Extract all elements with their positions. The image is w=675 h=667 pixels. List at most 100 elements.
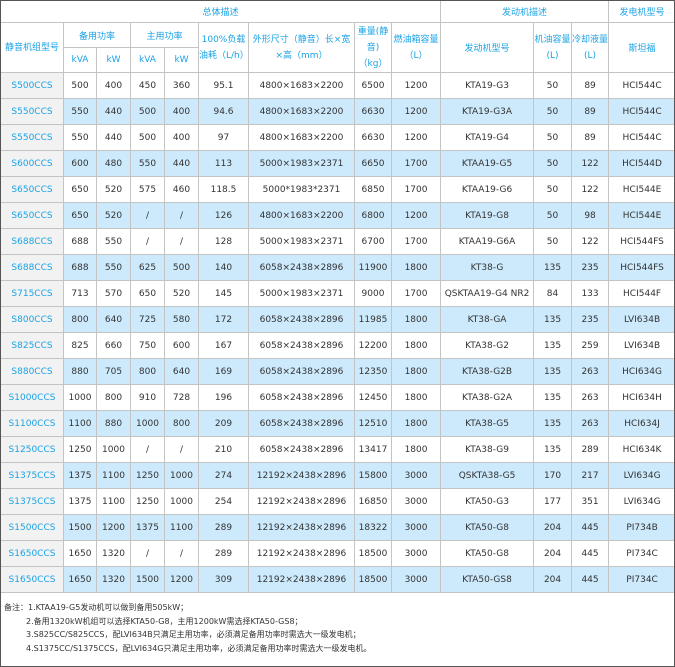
header-fuel-consumption: 100%负载油耗（L/h） bbox=[198, 22, 249, 73]
cell-weight: 11985 bbox=[354, 306, 392, 333]
cell-model[interactable]: S550CCS bbox=[1, 98, 64, 125]
header-fuel-tank: 燃油箱容量（L） bbox=[390, 22, 442, 73]
table-row: S1650CCS 1650 1320 1500 1200 309 12192×2438×28… bbox=[1, 566, 674, 593]
cell-prime-kw: 400 bbox=[164, 124, 199, 151]
cell-fuel-tank: 1800 bbox=[390, 384, 442, 411]
cell-dimensions: 4800×1683×2200 bbox=[248, 124, 355, 151]
cell-dimensions: 4800×1683×2200 bbox=[248, 202, 355, 229]
cell-engine-model: KTA19-G3A bbox=[440, 98, 535, 125]
cell-prime-kw: 600 bbox=[164, 332, 199, 359]
cell-generator-model: HCI544C bbox=[608, 72, 674, 99]
cell-standby-kw: 550 bbox=[96, 254, 131, 281]
cell-coolant: 235 bbox=[571, 254, 610, 281]
cell-standby-kw: 550 bbox=[96, 228, 131, 255]
cell-model[interactable]: S715CCS bbox=[1, 280, 64, 307]
cell-coolant: 263 bbox=[571, 410, 610, 437]
cell-fuel-consumption: 118.5 bbox=[198, 176, 249, 203]
cell-model[interactable]: S688CCS bbox=[1, 228, 64, 255]
cell-model[interactable]: S1100CCS bbox=[1, 410, 64, 437]
cell-model[interactable]: S825CCS bbox=[1, 332, 64, 359]
cell-generator-model: PI734B bbox=[608, 514, 674, 541]
cell-fuel-tank: 1700 bbox=[390, 176, 442, 203]
cell-prime-kva: / bbox=[130, 228, 165, 255]
cell-prime-kw: / bbox=[164, 228, 199, 255]
cell-fuel-consumption: 97 bbox=[198, 124, 249, 151]
cell-prime-kva: 725 bbox=[130, 306, 165, 333]
cell-generator-model: PI734C bbox=[608, 540, 674, 567]
table-row: S1375CCS 1375 1100 1250 1000 274 12192×2438×28… bbox=[1, 462, 674, 489]
cell-fuel-consumption: 289 bbox=[198, 514, 249, 541]
cell-standby-kva: 1650 bbox=[63, 540, 97, 567]
cell-model[interactable]: S1650CCS bbox=[1, 566, 64, 593]
cell-weight: 12350 bbox=[354, 358, 392, 385]
cell-dimensions: 6058×2438×2896 bbox=[248, 254, 355, 281]
genset-spec-table: 总体描述 发动机描述 发电机型号 静音机组型号 备用功率 主用功率 100%负载… bbox=[1, 1, 674, 593]
cell-standby-kva: 713 bbox=[63, 280, 97, 307]
cell-fuel-consumption: 145 bbox=[198, 280, 249, 307]
cell-prime-kva: 500 bbox=[130, 124, 165, 151]
cell-model[interactable]: S600CCS bbox=[1, 150, 64, 177]
cell-fuel-tank: 1800 bbox=[390, 436, 442, 463]
cell-model[interactable]: S880CCS bbox=[1, 358, 64, 385]
header-standby-power: 备用功率 bbox=[63, 22, 131, 48]
table-row: S650CCS 650 520 575 460 118.5 5000*1983*2371 68… bbox=[1, 176, 674, 203]
header-generator-model: 发电机型号 bbox=[608, 1, 674, 23]
cell-coolant: 263 bbox=[571, 358, 610, 385]
cell-fuel-tank: 1800 bbox=[390, 410, 442, 437]
cell-oil-capacity: 135 bbox=[533, 254, 573, 281]
cell-dimensions: 6058×2438×2896 bbox=[248, 306, 355, 333]
cell-fuel-consumption: 289 bbox=[198, 540, 249, 567]
cell-fuel-consumption: 169 bbox=[198, 358, 249, 385]
table-row: S688CCS 688 550//128 5000×1983×2371 6700 1700… bbox=[1, 228, 674, 255]
cell-model[interactable]: S650CCS bbox=[1, 202, 64, 229]
cell-generator-model: HCI544FS bbox=[608, 254, 674, 281]
cell-prime-kw: 1100 bbox=[164, 514, 199, 541]
cell-engine-model: KTA50-G8 bbox=[440, 540, 535, 567]
cell-fuel-consumption: 210 bbox=[198, 436, 249, 463]
cell-coolant: 235 bbox=[571, 306, 610, 333]
table-row: S1100CCS 1100 880 1000 800 209 6058×2438×2896 1… bbox=[1, 410, 674, 437]
cell-model[interactable]: S1500CCS bbox=[1, 514, 64, 541]
cell-model[interactable]: S1375CCS bbox=[1, 488, 64, 515]
cell-weight: 13417 bbox=[354, 436, 392, 463]
cell-generator-model: HCI544C bbox=[608, 98, 674, 125]
cell-fuel-tank: 1200 bbox=[390, 124, 442, 151]
cell-coolant: 89 bbox=[571, 72, 610, 99]
cell-standby-kw: 1100 bbox=[96, 462, 131, 489]
cell-standby-kva: 650 bbox=[63, 202, 97, 229]
header-engine-model: 发动机型号 bbox=[440, 22, 535, 73]
cell-fuel-tank: 1200 bbox=[390, 202, 442, 229]
cell-oil-capacity: 135 bbox=[533, 306, 573, 333]
cell-oil-capacity: 50 bbox=[533, 72, 573, 99]
cell-prime-kw: 1200 bbox=[164, 566, 199, 593]
cell-model[interactable]: S650CCS bbox=[1, 176, 64, 203]
cell-model[interactable]: S500CCS bbox=[1, 72, 64, 99]
cell-fuel-consumption: 126 bbox=[198, 202, 249, 229]
cell-prime-kw: / bbox=[164, 540, 199, 567]
cell-standby-kw: 705 bbox=[96, 358, 131, 385]
cell-fuel-tank: 1700 bbox=[390, 280, 442, 307]
cell-model[interactable]: S688CCS bbox=[1, 254, 64, 281]
cell-generator-model: HCI634K bbox=[608, 436, 674, 463]
cell-model[interactable]: S1250CCS bbox=[1, 436, 64, 463]
cell-oil-capacity: 50 bbox=[533, 202, 573, 229]
cell-standby-kw: 520 bbox=[96, 176, 131, 203]
cell-model[interactable]: S1650CCS bbox=[1, 540, 64, 567]
cell-model[interactable]: S1000CCS bbox=[1, 384, 64, 411]
header-prime-kva: kVA bbox=[130, 47, 165, 73]
cell-model[interactable]: S550CCS bbox=[1, 124, 64, 151]
header-prime-kw: kW bbox=[164, 47, 199, 73]
cell-dimensions: 12192×2438×2896 bbox=[248, 462, 355, 489]
cell-prime-kw: 460 bbox=[164, 176, 199, 203]
cell-fuel-tank: 1200 bbox=[390, 98, 442, 125]
cell-engine-model: KTA38-G2A bbox=[440, 384, 535, 411]
cell-oil-capacity: 50 bbox=[533, 98, 573, 125]
cell-model[interactable]: S800CCS bbox=[1, 306, 64, 333]
cell-prime-kw: 500 bbox=[164, 254, 199, 281]
cell-standby-kva: 650 bbox=[63, 176, 97, 203]
cell-coolant: 89 bbox=[571, 98, 610, 125]
cell-model[interactable]: S1375CCS bbox=[1, 462, 64, 489]
table-row: S550CCS 550 440 500 400 94.6 4800×1683×2200 663… bbox=[1, 98, 674, 125]
cell-standby-kw: 1100 bbox=[96, 488, 131, 515]
cell-standby-kw: 660 bbox=[96, 332, 131, 359]
